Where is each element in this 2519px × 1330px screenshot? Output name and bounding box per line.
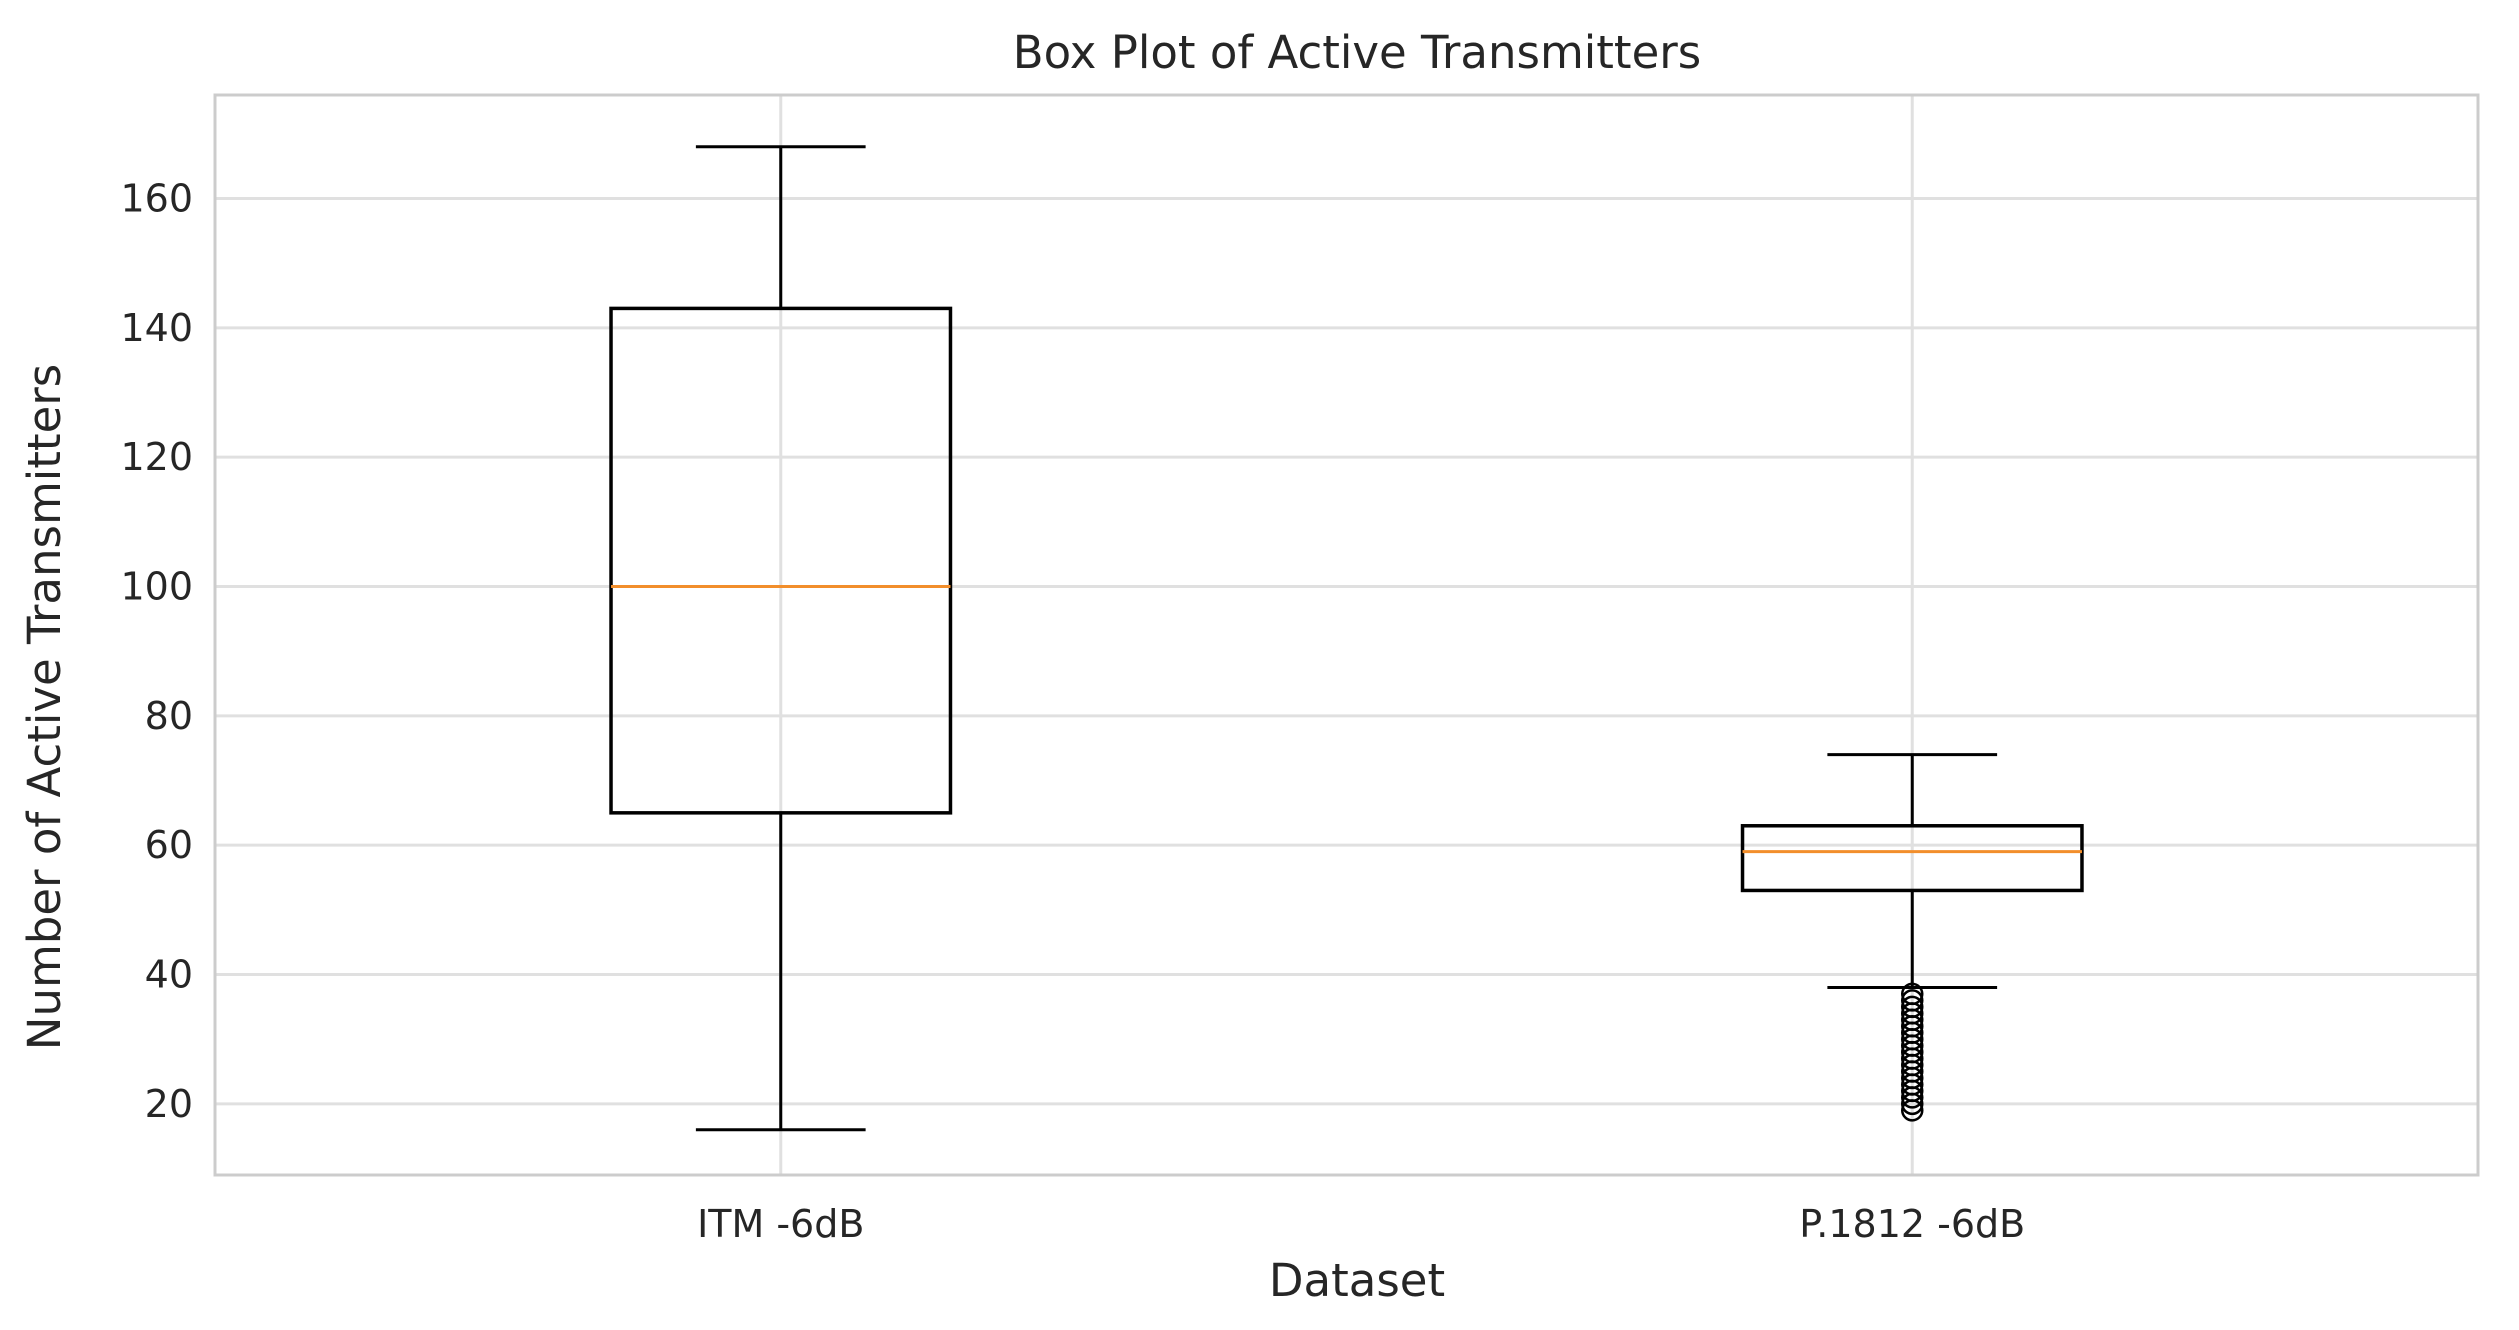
x-axis-label: Dataset (1269, 1254, 1445, 1307)
y-tick-label: 40 (145, 953, 193, 997)
y-tick-label: 160 (120, 176, 193, 220)
y-tick-label: 20 (145, 1082, 193, 1126)
x-tick-label: ITM -6dB (697, 1202, 864, 1246)
y-tick-label: 120 (120, 435, 193, 479)
plot-frame-layer (213, 93, 2480, 1177)
box-group (609, 145, 953, 1132)
outlier-point (1901, 1092, 1924, 1116)
y-tick-label: 80 (145, 694, 193, 738)
x-tick-label: P.1812 -6dB (1799, 1202, 2025, 1246)
plot-frame (213, 93, 2480, 1177)
y-tick-label: 60 (145, 823, 193, 867)
box-body (609, 306, 953, 815)
box-layer (609, 145, 2084, 1132)
y-axis-label: Number of Active Transmitters (18, 364, 71, 1050)
tick-layer: 20 40 60 80 100 120 140 160 ITM -6dB P.1812 -6dB (120, 176, 2025, 1246)
y-tick-label: 100 (120, 564, 193, 608)
chart-title: Box Plot of Active Transmitters (1013, 26, 1701, 79)
box-group (1740, 753, 2084, 1122)
grid-layer (215, 95, 2478, 1175)
outlier-point (1901, 1086, 1924, 1109)
outlier-point (1901, 1099, 1924, 1122)
box-body (1740, 824, 2084, 893)
y-tick-label: 140 (120, 306, 193, 350)
